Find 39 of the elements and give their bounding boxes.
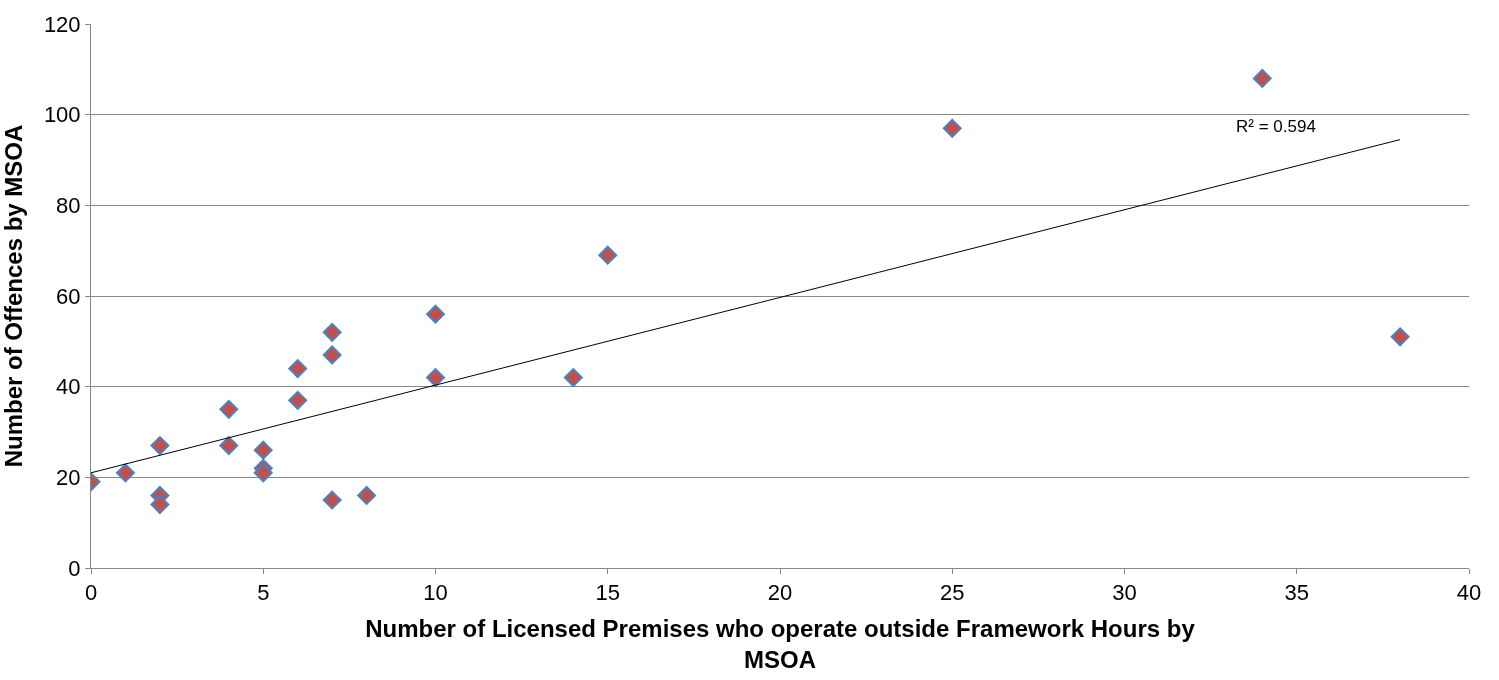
- point: [942, 118, 962, 138]
- x-tick-label: 25: [940, 580, 965, 606]
- point: [598, 245, 618, 265]
- y-tick-label: 100: [43, 102, 81, 128]
- point: [563, 368, 583, 388]
- point: [357, 486, 377, 505]
- y-axis-title: Number of Offences by MSOA: [0, 124, 27, 468]
- point: [253, 463, 273, 483]
- x-tick-label: 20: [767, 580, 793, 606]
- y-tick-label: 60: [56, 283, 81, 309]
- point: [288, 390, 308, 410]
- point: [1252, 68, 1272, 88]
- point: [116, 463, 135, 483]
- point: [1390, 327, 1410, 347]
- x-tick-label: 5: [257, 580, 270, 606]
- x-tick-label: 10: [423, 580, 448, 606]
- point: [322, 345, 342, 365]
- point: [150, 495, 170, 514]
- x-tick-label: 0: [84, 580, 98, 606]
- y-tick-label: 20: [56, 465, 81, 491]
- y-tick-label: 0: [68, 555, 81, 581]
- point: [219, 399, 239, 419]
- annotation: R² = 0.594: [1236, 117, 1316, 136]
- point: [322, 490, 342, 510]
- point: [288, 359, 308, 378]
- point: [150, 436, 170, 456]
- point: [219, 436, 239, 456]
- point: [426, 304, 445, 324]
- point: [253, 440, 273, 460]
- x-axis-title: Number of Licensed Premises who operate outside Framework Hours by MSOA: [365, 614, 1196, 673]
- point: [426, 368, 445, 388]
- y-tick-label: 40: [56, 374, 81, 400]
- x-tick-label: 40: [1456, 580, 1482, 606]
- x-tick-label: 30: [1112, 580, 1137, 606]
- point: [322, 322, 342, 342]
- y-tick-label: 120: [43, 11, 81, 37]
- x-tick-label: 35: [1284, 580, 1309, 606]
- x-tick-label: 15: [595, 580, 620, 606]
- y-tick-label: 80: [56, 193, 81, 219]
